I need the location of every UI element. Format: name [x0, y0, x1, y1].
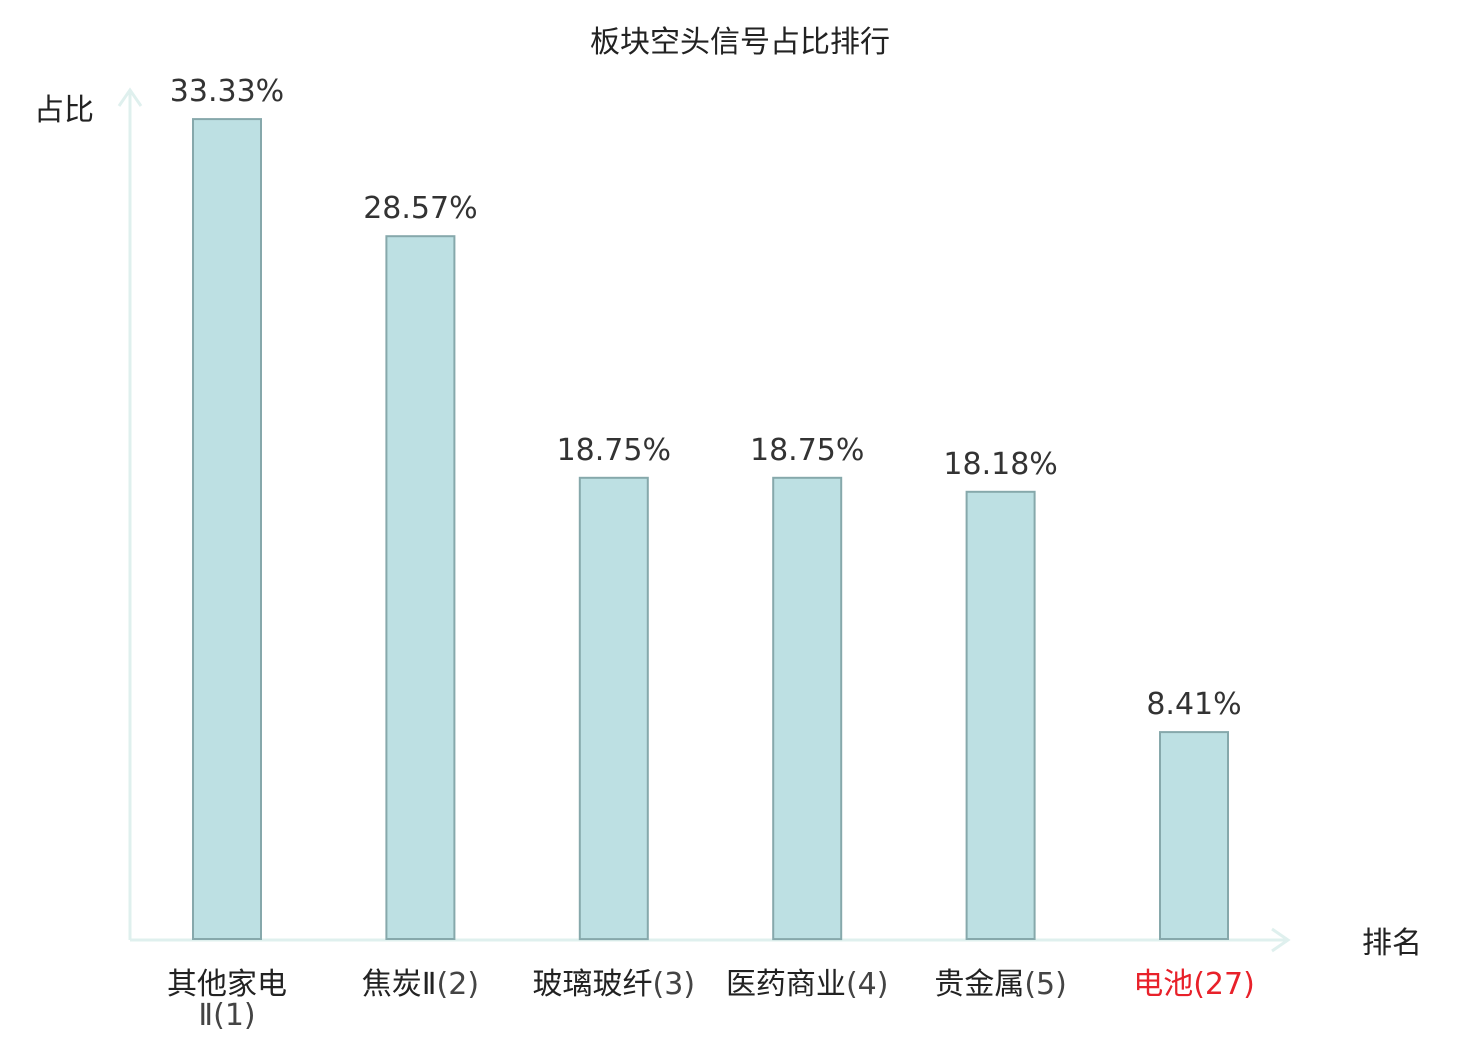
bar-2 — [385, 235, 456, 940]
category-name-6: 电池 — [1133, 967, 1193, 1002]
category-label-1: 其他家电 — [167, 967, 287, 1002]
x-axis-arrow — [1271, 927, 1291, 953]
category-label-5: 贵金属(5) — [934, 967, 1067, 1002]
category-name-3: 玻璃玻纤 — [533, 967, 653, 1002]
value-label-2: 28.57% — [363, 191, 477, 226]
bar-1 — [192, 118, 262, 941]
category-name-4: 医药商业 — [726, 967, 846, 1002]
axes — [117, 87, 1291, 953]
bars-group — [192, 118, 1229, 941]
category-rank-5: (5) — [1024, 967, 1067, 1002]
category-rank-3: (3) — [653, 967, 696, 1002]
value-label-4: 18.75% — [750, 433, 864, 468]
value-labels-group: 33.33% 28.57% 18.75% 18.75% 18.18% 8.41% — [170, 74, 1242, 722]
category-label-6: 电池(27) — [1133, 967, 1255, 1002]
bar-6 — [1159, 731, 1229, 940]
category-rank-1: Ⅱ(1) — [198, 998, 255, 1033]
category-label-3: 玻璃玻纤(3) — [533, 967, 696, 1002]
category-rank-6: (27) — [1193, 967, 1255, 1002]
category-label-2: 焦炭Ⅱ(2) — [362, 967, 479, 1002]
value-label-5: 18.18% — [943, 447, 1057, 482]
category-rank-2: (2) — [437, 967, 480, 1002]
category-label-4: 医药商业(4) — [726, 967, 889, 1002]
bar-5 — [965, 490, 1036, 940]
category-name-5: 贵金属 — [934, 967, 1024, 1002]
category-name-2: 焦炭Ⅱ — [362, 967, 437, 1002]
y-axis-label: 占比 — [34, 93, 94, 128]
value-label-3: 18.75% — [557, 433, 671, 468]
value-label-1: 33.33% — [170, 74, 284, 109]
value-label-6: 8.41% — [1146, 687, 1241, 722]
bar-3 — [578, 476, 649, 941]
bar-4 — [772, 476, 843, 941]
chart-title: 板块空头信号占比排行 — [590, 25, 890, 60]
y-axis-arrow — [117, 87, 143, 107]
category-rank-4: (4) — [846, 967, 889, 1002]
x-axis-label: 排名 — [1362, 926, 1422, 961]
